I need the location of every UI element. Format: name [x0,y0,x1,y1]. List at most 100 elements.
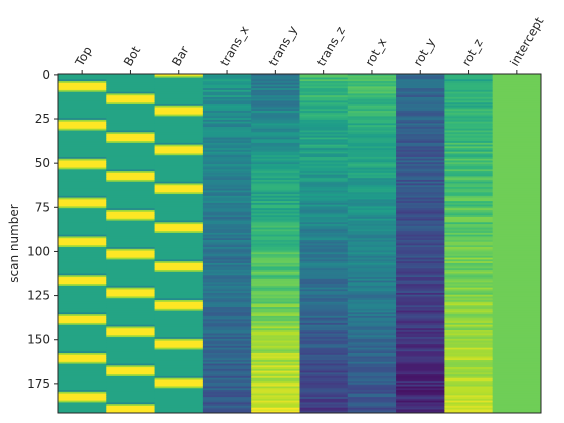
heatmap-cell [444,372,494,375]
heatmap-cell [396,156,445,160]
heatmap-cell [299,354,349,357]
heatmap-cell [396,155,445,158]
heatmap-cell [58,255,107,259]
heatmap-cell [202,192,252,195]
heatmap-cell [58,367,107,370]
heatmap-cell [202,367,252,370]
heatmap-cell [299,255,349,259]
heatmap-cell [396,264,445,267]
heatmap-cell [106,111,156,114]
heatmap-cell [347,102,397,105]
heatmap-cell [492,190,542,193]
heatmap-cell [444,367,494,370]
heatmap-cell [106,236,156,239]
heatmap-cell [299,241,349,244]
heatmap-cell [299,188,349,192]
heatmap-cell [299,407,349,410]
heatmap-cell [396,372,445,375]
heatmap-cell [106,319,156,322]
heatmap-cell [347,105,397,109]
heatmap-cell [444,178,494,181]
heatmap-cell [202,109,252,112]
heatmap-cell [444,374,494,377]
heatmap-cell [299,397,349,400]
heatmap-cell [396,391,445,395]
heatmap-cell [299,179,349,183]
heatmap-cell [154,137,204,140]
heatmap-cell [347,301,397,305]
heatmap-cell [154,238,204,241]
heatmap-cell [58,107,107,110]
heatmap-cell [202,95,252,98]
heatmap-cell [58,382,107,386]
heatmap-cell [202,335,252,338]
heatmap-cell [202,257,252,260]
heatmap-cell [202,125,252,128]
heatmap-cell [58,349,107,352]
heatmap-cell [444,222,494,225]
heatmap-cell [347,137,397,140]
heatmap-cell [106,268,156,271]
heatmap-cell [251,360,300,363]
heatmap-cell [492,111,542,114]
heatmap-cell [444,181,494,184]
heatmap-cell [396,151,445,154]
heatmap-cell [299,402,349,405]
heatmap-cell [396,114,445,117]
heatmap-cell [444,174,494,177]
heatmap-cell [106,123,156,126]
heatmap-cell [154,188,204,192]
heatmap-cell [58,324,107,327]
heatmap-cell [106,95,156,98]
heatmap-cell [154,330,204,333]
heatmap-cell [154,296,204,299]
heatmap-cell [106,354,156,357]
heatmap-cell [251,375,300,379]
heatmap-cell [396,397,445,400]
heatmap-cell [444,278,494,282]
heatmap-cell [444,130,494,133]
heatmap-cell [154,411,204,414]
heatmap-cell [396,167,445,170]
heatmap-cell [347,277,397,280]
heatmap-cell [347,352,397,356]
heatmap-cell [396,303,445,306]
heatmap-cell [202,351,252,354]
heatmap-cell [347,162,397,165]
heatmap-cell [347,384,397,388]
heatmap-cell [58,218,107,222]
heatmap-cell [251,314,300,317]
heatmap-cell [106,305,156,308]
heatmap-cell [202,287,252,290]
heatmap-cell [299,227,349,230]
heatmap-cell [492,280,542,283]
heatmap-cell [58,277,107,280]
heatmap-cell [251,156,300,160]
heatmap-cell [154,305,204,308]
heatmap-cell [202,112,252,116]
heatmap-cell [492,126,542,130]
heatmap-cell [106,114,156,117]
heatmap-cell [154,324,204,327]
heatmap-cell [492,89,542,93]
heatmap-column-rot-y [396,74,445,414]
heatmap-cell [299,148,349,151]
heatmap-cell [347,194,397,197]
heatmap-cell [154,174,204,177]
heatmap-cell [202,307,252,310]
heatmap-cell [202,397,252,400]
heatmap-cell [154,370,204,373]
heatmap-cell [154,360,204,363]
heatmap-cell [492,135,542,139]
heatmap-cell [202,374,252,377]
heatmap-cell [58,331,107,335]
heatmap-cell [106,91,156,94]
heatmap-cell [106,322,156,326]
heatmap-cell [396,360,445,363]
heatmap-cell [396,171,445,174]
heatmap-cell [347,296,397,299]
heatmap-cell [58,409,107,412]
heatmap-cell [202,144,252,147]
heatmap-cell [299,141,349,144]
heatmap-cell [492,347,542,350]
